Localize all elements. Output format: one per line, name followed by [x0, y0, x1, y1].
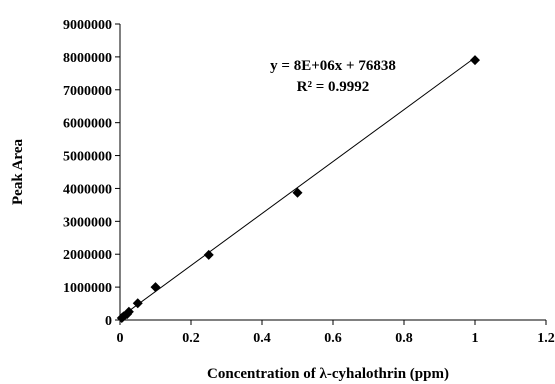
data-point — [150, 282, 161, 293]
x-axis: 0 0.2 0.4 0.6 0.8 1 1.2 — [117, 319, 555, 346]
x-tick-label: 0.2 — [182, 331, 200, 346]
y-ticks: 0 1000000 2000000 3000000 4000000 5000000 6000… — [63, 18, 120, 329]
y-tick-label: 7000000 — [63, 84, 112, 99]
trendline — [119, 57, 476, 318]
x-tick-label: 0.6 — [324, 331, 342, 346]
r-squared-label: R² = 0.9992 — [297, 79, 370, 95]
x-tick-label: 1.2 — [537, 331, 555, 346]
y-tick-label: 2000000 — [63, 248, 112, 263]
data-point — [132, 298, 143, 309]
y-tick-label: 6000000 — [63, 117, 112, 132]
x-ticks: 0 0.2 0.4 0.6 0.8 1 1.2 — [117, 320, 555, 346]
data-point — [292, 187, 303, 198]
x-tick-label: 0 — [117, 331, 124, 346]
data-point — [203, 249, 214, 260]
x-axis-title: Concentration of λ-cyhalothrin (ppm) — [207, 366, 449, 382]
y-tick-label: 5000000 — [63, 150, 112, 165]
x-tick-label: 1 — [472, 331, 479, 346]
x-tick-label: 0.8 — [395, 331, 413, 346]
y-axis: 0 1000000 2000000 3000000 4000000 5000000 6000… — [63, 18, 121, 329]
y-tick-label: 8000000 — [63, 51, 112, 66]
y-tick-label: 9000000 — [63, 18, 112, 33]
equation-label: y = 8E+06x + 76838 — [270, 58, 396, 74]
data-point — [123, 306, 134, 317]
y-tick-label: 0 — [105, 314, 112, 329]
y-axis-title: Peak Area — [10, 139, 26, 205]
data-points — [116, 55, 480, 324]
x-tick-label: 0.4 — [253, 331, 271, 346]
y-tick-label: 3000000 — [63, 215, 112, 230]
data-point — [470, 55, 480, 66]
y-tick-label: 4000000 — [63, 182, 112, 197]
y-tick-label: 1000000 — [63, 281, 112, 296]
